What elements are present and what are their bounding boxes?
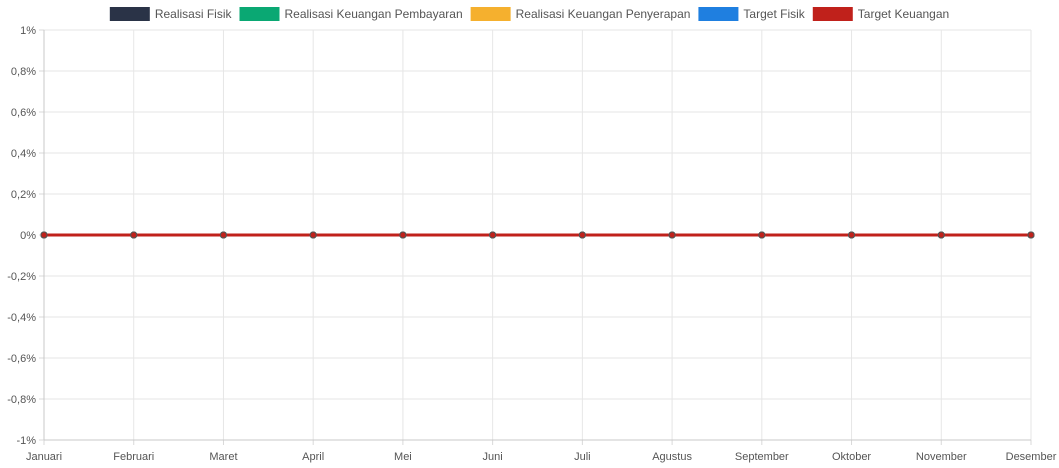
y-tick-label: -0,6% <box>7 353 36 365</box>
series-point-5 <box>848 231 856 239</box>
series-layer <box>40 231 1035 239</box>
legend-label: Realisasi Fisik <box>155 7 233 21</box>
series-point-5 <box>399 231 407 239</box>
x-tick-label: Oktober <box>832 451 871 463</box>
x-tick-label: Desember <box>1006 451 1057 463</box>
y-tick-label: -1% <box>16 435 36 447</box>
series-point-5 <box>758 231 766 239</box>
y-axis: 1% 0,8% 0,6% 0,4% 0,2% 0% -0,2% -0,4% -0,6% -0,8%… <box>7 25 45 447</box>
legend-item-2: Realisasi Keuangan Pembayaran <box>239 7 463 21</box>
y-tick-label: 0,4% <box>11 148 36 160</box>
series-point-5 <box>219 231 227 239</box>
x-axis: Januari Februari Maret April Mei Juni Juli Agus… <box>26 439 1057 463</box>
legend-label: Target Fisik <box>743 7 805 21</box>
legend-swatch <box>812 7 853 21</box>
y-tick-label: -0,2% <box>7 271 36 283</box>
series-point-5 <box>130 231 138 239</box>
x-tick-label: Maret <box>209 451 237 463</box>
legend-swatch <box>698 7 739 21</box>
y-tick-label: 1% <box>20 25 36 37</box>
y-tick-label: 0,2% <box>11 189 36 201</box>
x-tick-label: Agustus <box>652 451 692 463</box>
y-tick-label: -0,4% <box>7 312 36 324</box>
x-tick-label: Januari <box>26 451 62 463</box>
x-tick-label: Februari <box>113 451 154 463</box>
legend-item-4: Target Fisik <box>698 7 806 21</box>
legend-item-1: Realisasi Fisik <box>109 7 233 21</box>
x-tick-label: November <box>916 451 967 463</box>
y-tick-label: 0% <box>20 230 36 242</box>
legend-label: Target Keuangan <box>858 7 949 21</box>
x-tick-label: Juni <box>483 451 503 463</box>
y-tick-label: 0,8% <box>11 66 36 78</box>
series-point-5 <box>309 231 317 239</box>
legend-swatch <box>109 7 150 21</box>
series-point-5 <box>578 231 586 239</box>
series-point-5 <box>1027 231 1035 239</box>
series-point-5 <box>668 231 676 239</box>
x-tick-label: Mei <box>394 451 412 463</box>
legend-label: Realisasi Keuangan Penyerapan <box>516 7 691 21</box>
legend-swatch <box>239 7 280 21</box>
series-point-5 <box>937 231 945 239</box>
legend-label: Realisasi Keuangan Pembayaran <box>285 7 463 21</box>
y-tick-label: 0,6% <box>11 107 36 119</box>
legend-swatch <box>470 7 511 21</box>
legend-item-3: Realisasi Keuangan Penyerapan <box>470 7 691 21</box>
legend: Realisasi Fisik Realisasi Keuangan Pembay… <box>109 7 949 21</box>
legend-item-5: Target Keuangan <box>812 7 949 21</box>
y-tick-label: -0,8% <box>7 394 36 406</box>
x-tick-label: Juli <box>574 451 591 463</box>
x-tick-label: September <box>735 451 789 463</box>
x-tick-label: April <box>302 451 324 463</box>
series-point-5 <box>40 231 48 239</box>
series-point-5 <box>489 231 497 239</box>
